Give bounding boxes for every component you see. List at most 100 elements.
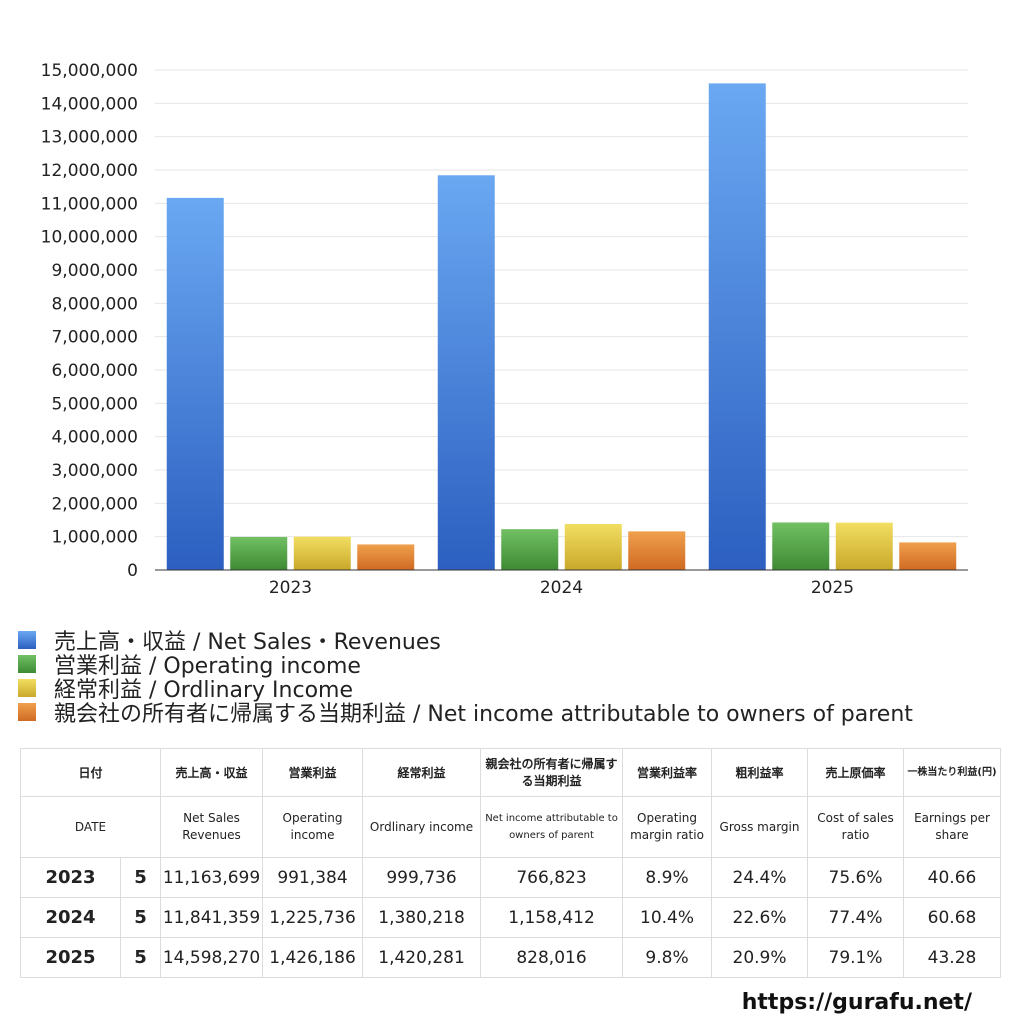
x-axis: 2023 2024 2025 xyxy=(269,578,854,598)
bar-net-sales xyxy=(166,197,224,570)
header-date-ja: 日付 xyxy=(19,748,162,797)
legend-swatch xyxy=(18,679,36,697)
bar-ordinary-income xyxy=(835,522,893,570)
header-eps-ja: 一株当たり利益(円) xyxy=(903,748,1002,797)
header-cost-ratio-ja: 売上原価率 xyxy=(807,748,905,797)
header-gross-margin-en: Gross margin xyxy=(711,796,809,858)
header-operating-margin-ja: 営業利益率 xyxy=(622,748,713,797)
cell-operating-margin: 10.4% xyxy=(622,897,713,938)
y-tick-label: 13,000,000 xyxy=(41,128,138,148)
cell-months: 5 xyxy=(119,897,162,938)
x-tick-label: 2024 xyxy=(540,578,583,598)
cell-year: 2024 xyxy=(20,897,121,938)
cell-ordinary-income: 999,736 xyxy=(362,857,482,898)
cell-operating-income: 991,384 xyxy=(262,857,364,898)
header-sales-en: Net Sales Revenues xyxy=(160,796,264,858)
y-tick-label: 4,000,000 xyxy=(51,428,138,448)
cell-sales: 11,163,699 xyxy=(160,857,264,898)
legend-swatch xyxy=(18,703,36,721)
cell-cost-ratio: 75.6% xyxy=(807,857,905,898)
cell-gross-margin: 24.4% xyxy=(711,857,809,898)
legend-label: 経常利益 / Ordlinary Income xyxy=(54,678,353,703)
bar-net-income xyxy=(357,544,415,570)
cell-gross-margin: 20.9% xyxy=(711,937,809,978)
legend-swatch xyxy=(18,631,36,649)
y-tick-label: 7,000,000 xyxy=(51,328,138,348)
cell-cost-ratio: 77.4% xyxy=(807,897,905,938)
cell-sales: 11,841,359 xyxy=(160,897,264,938)
legend-item-ordinary-income: 経常利益 / Ordlinary Income xyxy=(18,676,913,703)
bar-operating-income xyxy=(772,522,830,570)
table-header-en: DATE Net Sales Revenues Operating income… xyxy=(19,796,1002,858)
cell-sales: 14,598,270 xyxy=(160,937,264,978)
cell-gross-margin: 22.6% xyxy=(711,897,809,938)
legend-label: 営業利益 / Operating income xyxy=(54,654,361,679)
bar-net-income xyxy=(899,542,957,570)
y-tick-label: 12,000,000 xyxy=(41,161,138,181)
header-operating-margin-en: Operating margin ratio xyxy=(622,796,713,858)
cell-cost-ratio: 79.1% xyxy=(807,937,905,978)
y-tick-label: 9,000,000 xyxy=(51,261,138,281)
y-tick-label: 6,000,000 xyxy=(51,361,138,381)
bar-ordinary-income xyxy=(293,536,351,570)
y-tick-label: 8,000,000 xyxy=(51,294,138,314)
cell-year: 2025 xyxy=(20,937,121,978)
bar-chart: 0 1,000,000 2,000,000 3,000,000 4,000,000 5,0… xyxy=(41,61,968,598)
y-tick-label: 15,000,000 xyxy=(41,61,138,81)
header-net-income-ja: 親会社の所有者に帰属する当期利益 xyxy=(480,748,624,797)
legend-item-operating-income: 営業利益 / Operating income xyxy=(18,652,913,679)
header-sales-ja: 売上高・収益 xyxy=(160,748,264,797)
financial-table: 日付 売上高・収益 営業利益 経常利益 親会社の所有者に帰属する当期利益 営業利… xyxy=(19,748,1002,978)
bar-ordinary-income xyxy=(564,523,622,570)
legend: 売上高・収益 / Net Sales・Revenues 営業利益 / Opera… xyxy=(18,628,913,727)
header-ordinary-income-en: Ordlinary income xyxy=(362,796,482,858)
bar-operating-income xyxy=(230,536,288,570)
cell-ordinary-income: 1,380,218 xyxy=(362,897,482,938)
cell-net-income: 828,016 xyxy=(480,937,624,978)
cell-eps: 43.28 xyxy=(903,937,1002,978)
table-row: 2023 5 11,163,699 991,384 999,736 766,82… xyxy=(20,857,1002,898)
header-date-en: DATE xyxy=(19,796,162,858)
cell-operating-income: 1,225,736 xyxy=(262,897,364,938)
cell-year: 2023 xyxy=(20,857,121,898)
header-cost-ratio-en: Cost of sales ratio xyxy=(807,796,905,858)
header-ordinary-income-ja: 経常利益 xyxy=(362,748,482,797)
cell-eps: 60.68 xyxy=(903,897,1002,938)
header-net-income-en: Net income attributable to owners of par… xyxy=(480,796,624,858)
cell-months: 5 xyxy=(119,857,162,898)
bar-net-income xyxy=(628,531,686,570)
cell-eps: 40.66 xyxy=(903,857,1002,898)
bars xyxy=(166,83,957,571)
legend-swatch xyxy=(18,655,36,673)
y-tick-label: 2,000,000 xyxy=(51,494,138,514)
cell-operating-margin: 8.9% xyxy=(622,857,713,898)
legend-item-net-income: 親会社の所有者に帰属する当期利益 / Net income attributab… xyxy=(18,700,913,727)
header-operating-income-en: Operating income xyxy=(262,796,364,858)
y-tick-label: 14,000,000 xyxy=(41,94,138,114)
bar-net-sales xyxy=(708,83,766,571)
y-tick-label: 10,000,000 xyxy=(41,228,138,248)
cell-net-income: 766,823 xyxy=(480,857,624,898)
table-row: 2025 5 14,598,270 1,426,186 1,420,281 82… xyxy=(20,937,1002,978)
y-axis: 0 1,000,000 2,000,000 3,000,000 4,000,000 5,0… xyxy=(41,61,138,581)
y-tick-label: 0 xyxy=(127,561,138,581)
header-operating-income-ja: 営業利益 xyxy=(262,748,364,797)
y-tick-label: 11,000,000 xyxy=(41,194,138,214)
y-tick-label: 3,000,000 xyxy=(51,461,138,481)
header-eps-en: Earnings per share xyxy=(903,796,1002,858)
bar-operating-income xyxy=(501,529,559,570)
cell-months: 5 xyxy=(119,937,162,978)
cell-net-income: 1,158,412 xyxy=(480,897,624,938)
table-header-ja: 日付 売上高・収益 営業利益 経常利益 親会社の所有者に帰属する当期利益 営業利… xyxy=(19,748,1002,797)
cell-ordinary-income: 1,420,281 xyxy=(362,937,482,978)
table-row: 2024 5 11,841,359 1,225,736 1,380,218 1,… xyxy=(20,897,1002,938)
bar-net-sales xyxy=(437,175,495,571)
legend-label: 売上高・収益 / Net Sales・Revenues xyxy=(54,630,441,655)
legend-item-net-sales: 売上高・収益 / Net Sales・Revenues xyxy=(18,628,913,655)
legend-label: 親会社の所有者に帰属する当期利益 / Net income attributab… xyxy=(54,702,913,727)
x-tick-label: 2025 xyxy=(811,578,854,598)
cell-operating-margin: 9.8% xyxy=(622,937,713,978)
source-url[interactable]: https://gurafu.net/ xyxy=(741,990,972,1015)
header-gross-margin-ja: 粗利益率 xyxy=(711,748,809,797)
gridlines xyxy=(155,69,968,538)
